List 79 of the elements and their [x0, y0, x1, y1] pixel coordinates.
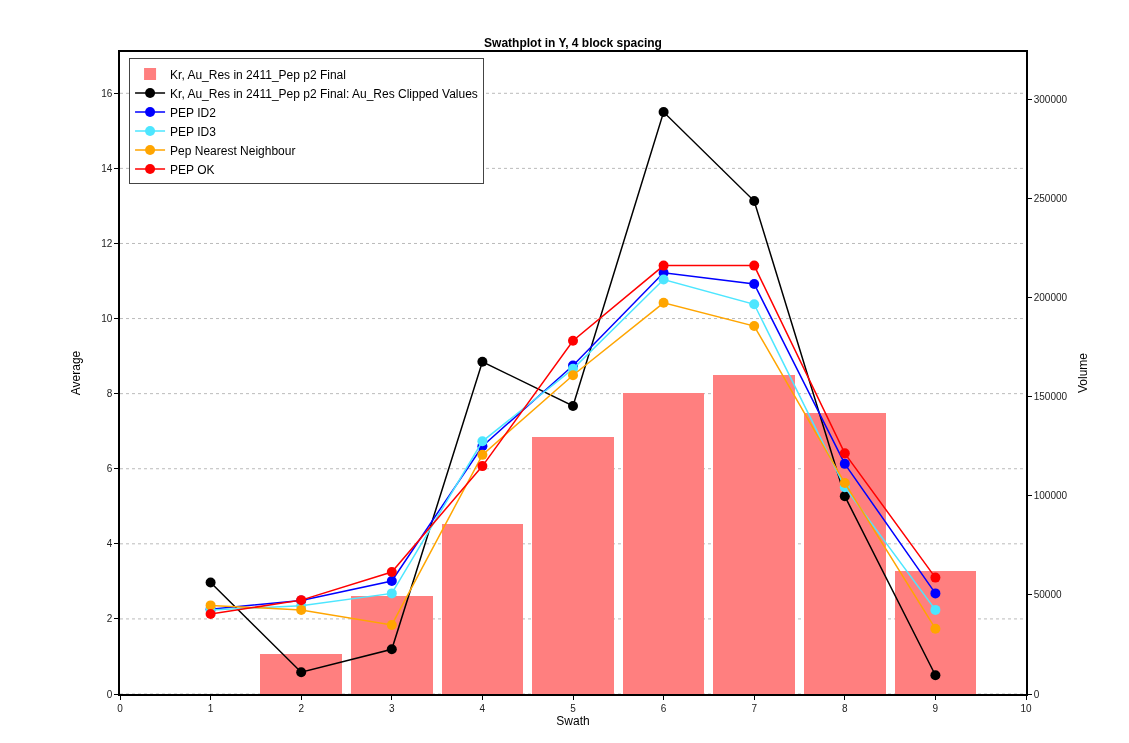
- point: [205, 577, 216, 588]
- y2-tick-label: 250000: [1033, 193, 1068, 205]
- legend-label: PEP ID2: [170, 105, 217, 120]
- point: [568, 401, 578, 412]
- y-tick-label: 8: [106, 388, 113, 400]
- x-tick-label: 1: [207, 702, 214, 714]
- point: [658, 107, 669, 118]
- bar: [804, 413, 886, 694]
- point: [568, 335, 578, 346]
- point: [749, 321, 760, 332]
- point: [386, 566, 397, 577]
- legend-label: PEP OK: [170, 162, 215, 177]
- point: [205, 609, 216, 620]
- y2-tick-label: 100000: [1033, 490, 1068, 502]
- point: [296, 667, 307, 678]
- chart-title: Swathplot in Y, 4 block spacing: [484, 36, 662, 51]
- bar: [351, 596, 433, 694]
- y2-axis-title: Volume: [1075, 352, 1090, 394]
- point: [930, 588, 941, 599]
- y-tick-label: 10: [101, 313, 113, 325]
- bar: [532, 437, 614, 694]
- point: [477, 461, 488, 472]
- x-tick-label: 10: [1020, 702, 1032, 714]
- bar: [260, 654, 342, 694]
- y2-tick-label: 50000: [1033, 589, 1062, 601]
- point: [930, 670, 941, 681]
- x-tick-label: 6: [660, 702, 667, 714]
- x-tick-label: 8: [842, 702, 849, 714]
- x-tick-label: 4: [479, 702, 486, 714]
- point: [568, 370, 578, 381]
- y-tick-label: 2: [106, 613, 113, 625]
- point: [839, 491, 850, 502]
- point: [930, 623, 941, 634]
- bar: [623, 393, 704, 694]
- x-tick-label: 7: [751, 702, 758, 714]
- x-tick-label: 3: [389, 702, 396, 714]
- x-tick-label: 2: [298, 702, 305, 714]
- legend-label: Kr, Au_Res in 2411_Pep p2 Final: [170, 67, 346, 82]
- y2-tick-label: 150000: [1033, 391, 1068, 403]
- x-tick-label: 5: [570, 702, 577, 714]
- y2-tick-label: 200000: [1033, 292, 1068, 304]
- point: [839, 448, 850, 459]
- point: [658, 297, 669, 308]
- legend-label: PEP ID3: [170, 124, 217, 139]
- point: [930, 572, 941, 583]
- legend-label: Pep Nearest Neighbour: [170, 143, 296, 158]
- point: [930, 604, 941, 615]
- point: [658, 274, 669, 285]
- point: [296, 604, 307, 615]
- point: [839, 458, 850, 469]
- bar: [442, 524, 523, 694]
- bar: [895, 571, 976, 694]
- y-tick-label: 16: [101, 87, 113, 99]
- legend-label: Kr, Au_Res in 2411_Pep p2 Final: Au_Res Clipped Values: [170, 86, 478, 101]
- point: [749, 299, 760, 310]
- bar: [713, 375, 795, 694]
- y-tick-label: 4: [106, 538, 113, 550]
- point: [386, 575, 397, 586]
- point: [839, 478, 850, 488]
- point: [386, 644, 397, 655]
- x-tick-label: 0: [117, 702, 124, 714]
- point: [749, 196, 760, 207]
- point: [477, 449, 488, 460]
- point: [658, 260, 669, 271]
- point: [749, 279, 760, 290]
- x-tick-label: 9: [932, 702, 939, 714]
- y-axis-title: Average: [68, 350, 83, 396]
- x-axis-title: Swath: [556, 713, 590, 728]
- y-tick-label: 12: [101, 237, 113, 249]
- y2-tick-label: 0: [1033, 688, 1040, 700]
- y-tick-label: 14: [101, 162, 113, 174]
- point: [477, 356, 488, 367]
- y2-tick-label: 300000: [1033, 94, 1068, 106]
- y-tick-label: 6: [106, 463, 113, 475]
- point: [386, 588, 397, 599]
- point: [477, 436, 488, 447]
- point: [386, 619, 397, 630]
- point: [749, 260, 760, 271]
- y-tick-label: 0: [106, 688, 113, 700]
